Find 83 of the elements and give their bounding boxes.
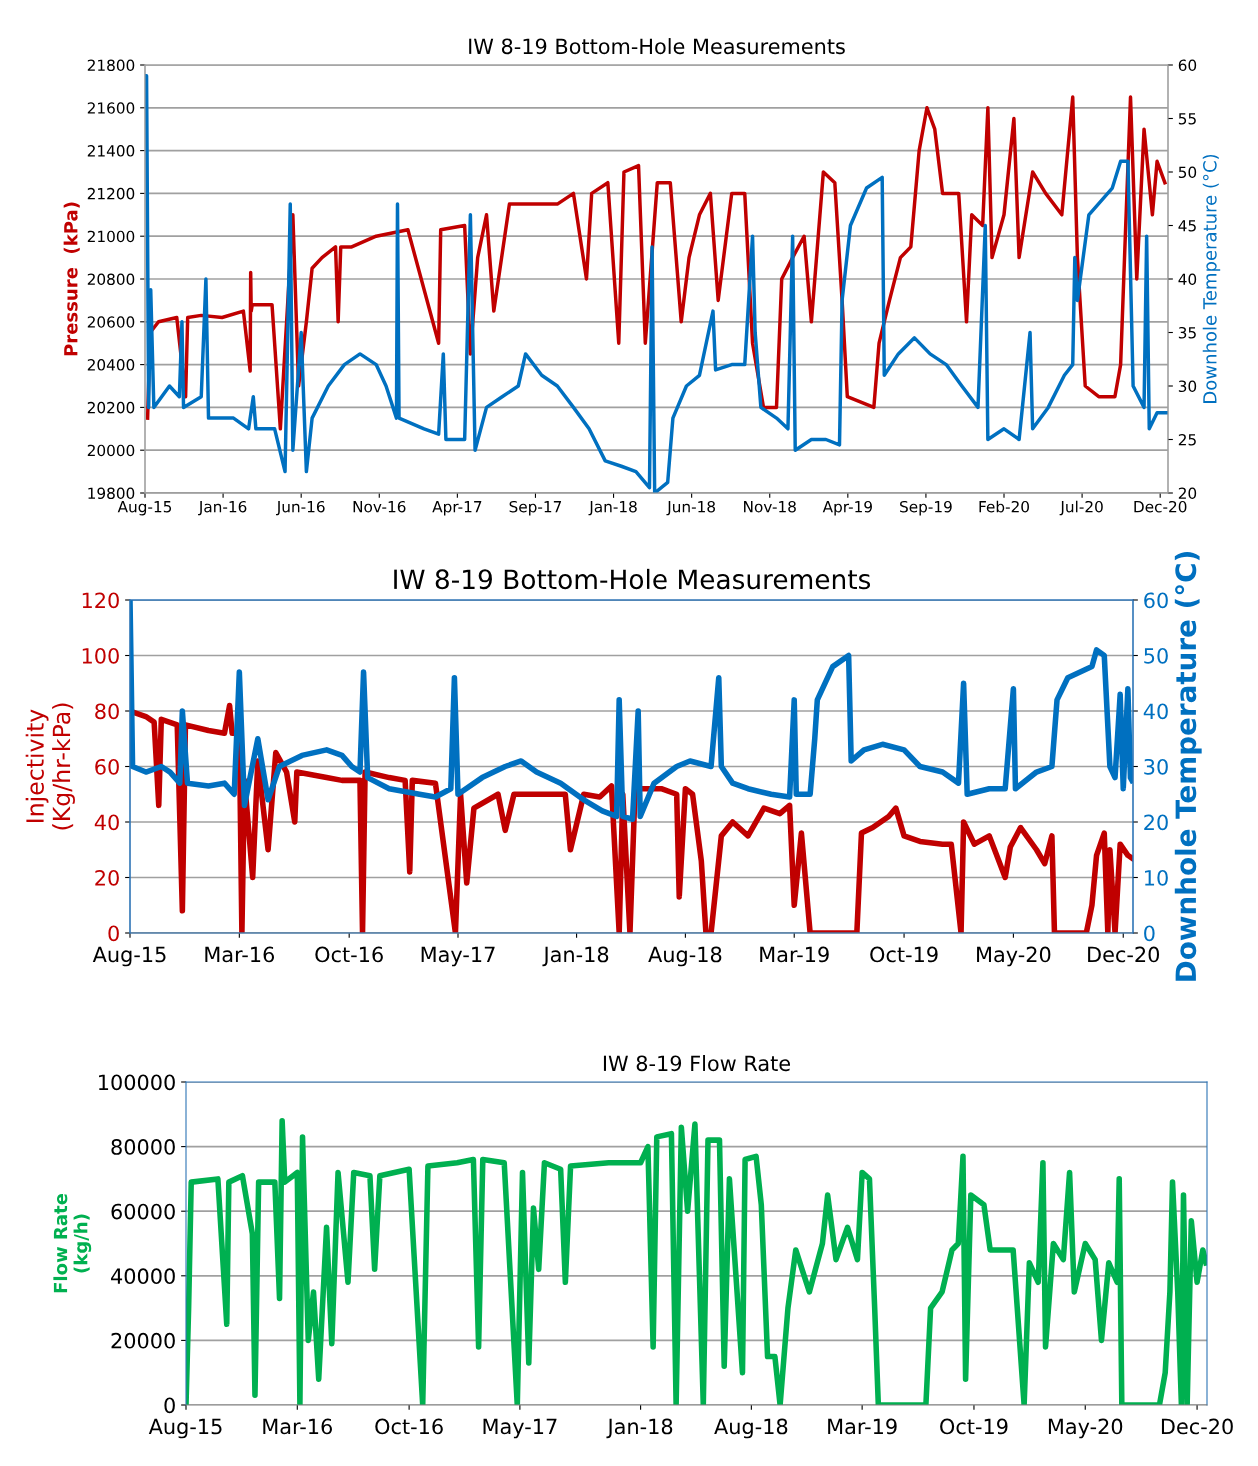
- y-tick-label: 21600: [87, 102, 135, 114]
- y-tick-label: 21200: [87, 187, 135, 200]
- x-tick-label: Aug-15: [117, 501, 172, 516]
- y-tick-label: 20000: [111, 1332, 175, 1349]
- x-tick-label: Mar-16: [263, 1418, 332, 1435]
- x-tick-label: Oct-19: [940, 1418, 1008, 1435]
- chart-title: IW 8-19 Bottom-Hole Measurements: [469, 38, 845, 55]
- y-tick-label: 100: [82, 647, 119, 664]
- y-tick-label: 0: [108, 925, 119, 942]
- x-tick-label: Mar-19: [760, 946, 829, 963]
- y-tick-label: 120: [82, 592, 119, 609]
- y-axis-title: Injectivity (Kg/hr-kPa): [25, 703, 75, 830]
- chart-title: IW 8-19 Flow Rate: [603, 1055, 790, 1072]
- y2-tick-label: 0: [1144, 925, 1155, 942]
- x-tick-label: Jun-16: [275, 500, 325, 516]
- y-tick-label: 0: [164, 1397, 175, 1414]
- x-tick-label: Jan-18: [542, 946, 609, 967]
- chart-title: IW 8-19 Bottom-Hole Measurements: [394, 568, 871, 590]
- y2-axis-title: Downhole Temperature (°C): [1202, 154, 1221, 403]
- y-tick-label: 20200: [87, 401, 135, 414]
- x-tick-label: Dec-20: [1088, 946, 1160, 963]
- y-tick-label: 21000: [87, 230, 135, 243]
- x-tick-label: Mar-16: [205, 946, 275, 963]
- y-tick-label: 20000: [87, 444, 135, 457]
- y2-tick-label: 40: [1143, 703, 1168, 720]
- y-tick-label: 40: [94, 814, 119, 831]
- y-axis-title: Flow Rate (kg/h): [53, 1193, 92, 1293]
- x-tick-label: Aug-15: [92, 946, 166, 967]
- y2-tick-label: 60: [1144, 592, 1168, 609]
- y-tick-label: 20400: [87, 359, 135, 371]
- y2-tick-label: 60: [1178, 59, 1197, 72]
- y-axis-title: Pressure (kPa): [63, 202, 80, 356]
- x-tick-label: Oct-19: [870, 946, 938, 963]
- x-tick-label: May-20: [977, 946, 1051, 967]
- x-tick-label: Feb-20: [979, 500, 1029, 513]
- x-tick-label: May-20: [1048, 1418, 1123, 1439]
- x-tick-label: May-17: [483, 1418, 557, 1439]
- x-tick-label: Jun-18: [666, 500, 716, 516]
- y-tick-label: 20800: [87, 273, 135, 286]
- x-tick-label: May-17: [421, 946, 495, 967]
- y2-tick-label: 30: [1178, 380, 1197, 393]
- x-tick-label: Oct-16: [375, 1418, 443, 1435]
- y-tick-label: 40000: [111, 1268, 175, 1285]
- x-tick-label: Aug-18: [714, 1418, 788, 1439]
- x-tick-label: Apr-17: [432, 501, 482, 516]
- y2-tick-label: 20: [1178, 487, 1197, 500]
- y2-axis-title: Downhole Temperature (°C): [1174, 552, 1202, 981]
- y2-tick-label: 35: [1178, 326, 1196, 339]
- x-tick-label: Jul-20: [1059, 500, 1103, 516]
- y2-tick-label: 20: [1144, 814, 1168, 831]
- x-tick-label: Jan-16: [198, 500, 247, 516]
- x-tick-label: Oct-16: [315, 946, 383, 963]
- x-tick-label: Mar-19: [828, 1418, 897, 1435]
- x-tick-label: Dec-20: [1134, 500, 1187, 513]
- y-tick-label: 80000: [111, 1139, 175, 1155]
- y-tick-label: 20600: [87, 316, 135, 328]
- y-tick-label: 60000: [111, 1203, 175, 1220]
- y2-tick-label: 50: [1144, 647, 1168, 664]
- y2-tick-label: 10: [1145, 869, 1168, 886]
- x-tick-label: Apr-19: [822, 500, 872, 516]
- y-tick-label: 20: [95, 869, 119, 886]
- y-tick-label: 21400: [87, 145, 135, 157]
- y-tick-label: 21800: [87, 59, 135, 72]
- y2-tick-label: 50: [1178, 166, 1197, 179]
- x-tick-label: Aug-15: [148, 1418, 222, 1439]
- line-series: [145, 95, 1167, 431]
- y2-tick-label: 30: [1144, 758, 1168, 775]
- x-tick-label: Jan-18: [588, 500, 637, 516]
- y-tick-label: 19800: [88, 487, 135, 500]
- x-tick-label: Dec-20: [1161, 1418, 1233, 1435]
- y2-tick-label: 25: [1178, 433, 1196, 446]
- x-tick-label: Aug-18: [648, 946, 722, 967]
- x-tick-label: Nov-16: [353, 500, 406, 513]
- x-tick-label: Sep-17: [509, 500, 562, 516]
- y-tick-label: 60: [95, 758, 119, 775]
- y-tick-label: 80: [95, 703, 119, 720]
- x-tick-label: Sep-19: [900, 500, 952, 516]
- x-tick-label: Jan-18: [606, 1418, 673, 1439]
- y2-tick-label: 40: [1178, 273, 1197, 286]
- x-tick-label: Nov-18: [744, 500, 796, 513]
- y-tick-label: 100000: [99, 1074, 175, 1091]
- y2-tick-label: 45: [1178, 220, 1196, 232]
- y2-tick-label: 55: [1178, 113, 1196, 125]
